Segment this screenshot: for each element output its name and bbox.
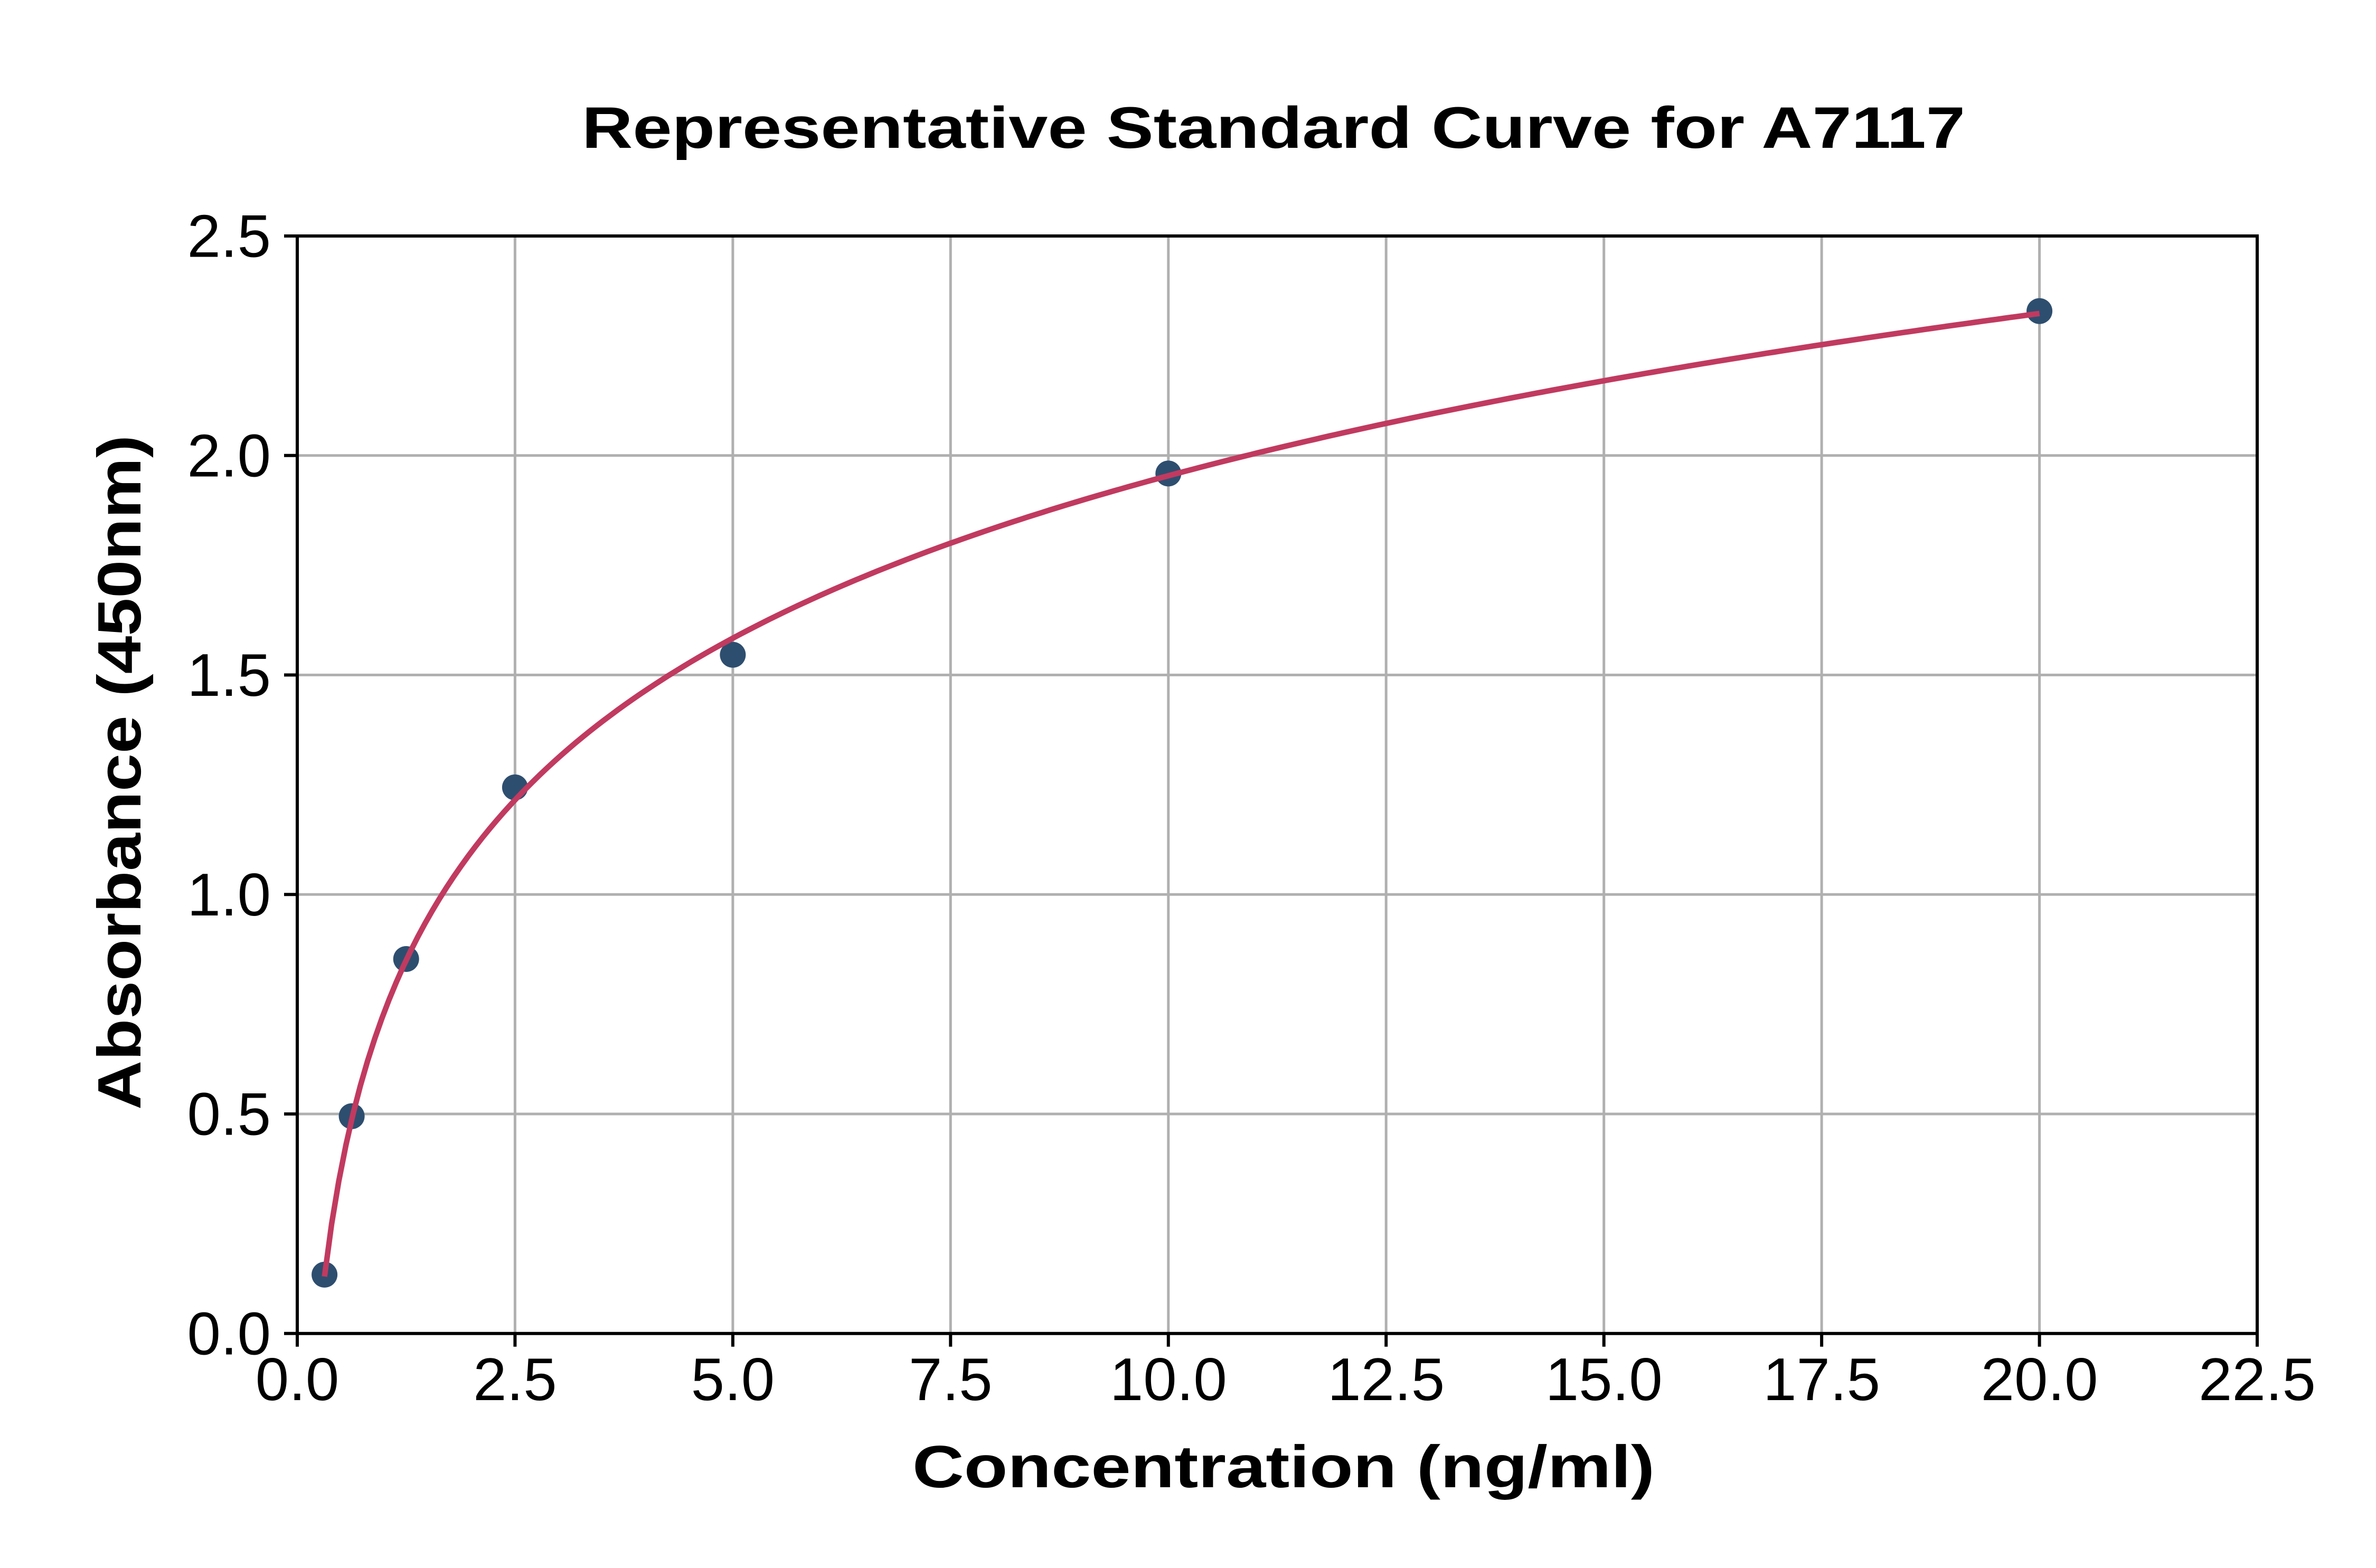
svg-text:0.0: 0.0 (256, 1346, 339, 1413)
svg-text:2.5: 2.5 (187, 203, 271, 270)
svg-text:2.5: 2.5 (473, 1346, 557, 1413)
svg-text:22.5: 22.5 (2199, 1346, 2316, 1413)
svg-text:5.0: 5.0 (691, 1346, 775, 1413)
svg-text:7.5: 7.5 (909, 1346, 992, 1413)
svg-text:10.0: 10.0 (1110, 1346, 1227, 1413)
svg-text:2.0: 2.0 (187, 422, 271, 489)
svg-text:Concentration (ng/ml): Concentration (ng/ml) (912, 1433, 1655, 1500)
svg-text:20.0: 20.0 (1981, 1346, 2098, 1413)
svg-text:1.0: 1.0 (187, 862, 271, 929)
svg-text:15.0: 15.0 (1545, 1346, 1663, 1413)
svg-text:1.5: 1.5 (187, 642, 271, 709)
svg-text:0.5: 0.5 (187, 1081, 271, 1148)
svg-text:17.5: 17.5 (1763, 1346, 1880, 1413)
svg-text:12.5: 12.5 (1327, 1346, 1445, 1413)
svg-text:0.0: 0.0 (187, 1300, 271, 1367)
svg-text:Representative Standard Curve: Representative Standard Curve for A7117 (582, 95, 1965, 160)
svg-text:Absorbance (450nm): Absorbance (450nm) (85, 435, 154, 1110)
